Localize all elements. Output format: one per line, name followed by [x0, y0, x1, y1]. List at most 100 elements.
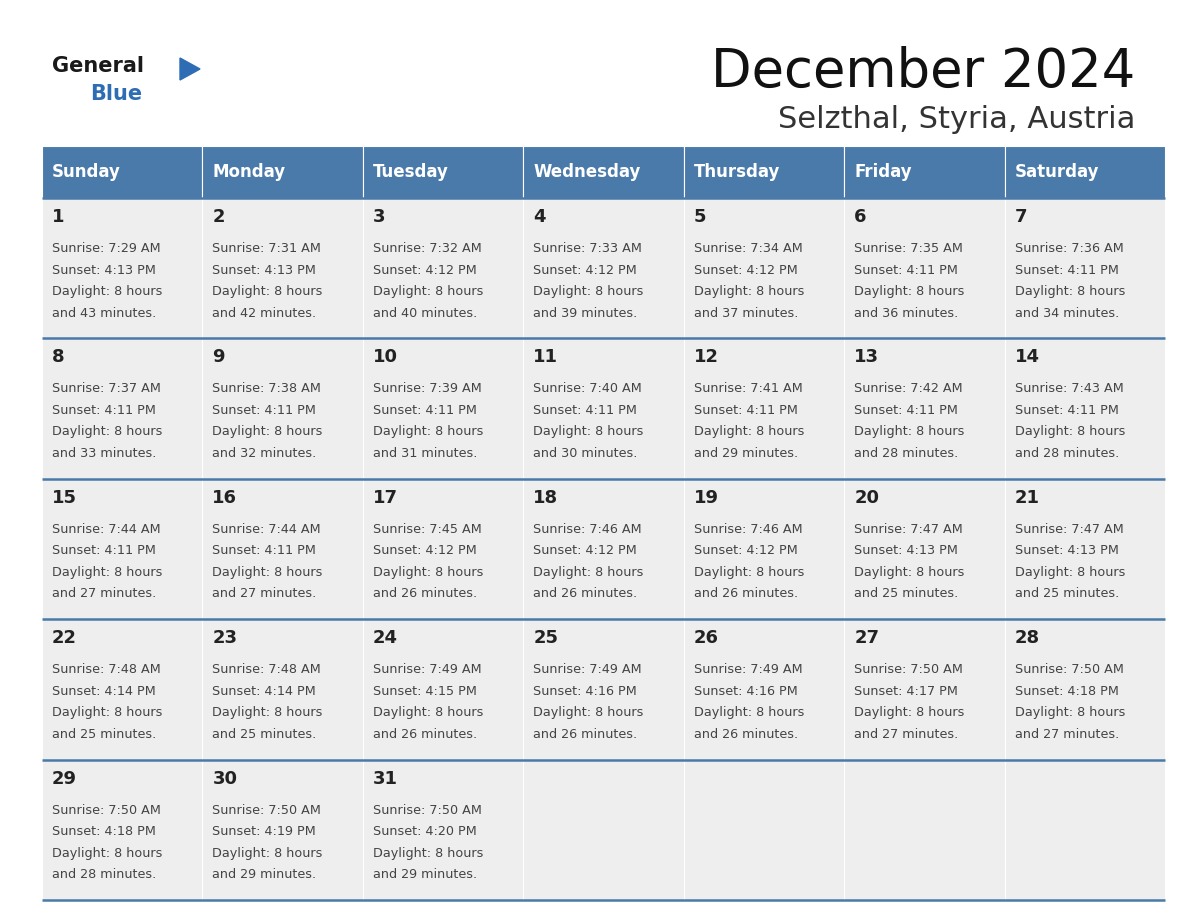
Text: and 29 minutes.: and 29 minutes. [373, 868, 478, 881]
Text: and 25 minutes.: and 25 minutes. [213, 728, 317, 741]
Text: 3: 3 [373, 208, 385, 226]
Text: Sunrise: 7:50 AM: Sunrise: 7:50 AM [1015, 663, 1124, 677]
Text: 30: 30 [213, 769, 238, 788]
Bar [42, 339, 202, 479]
Text: Sunrise: 7:40 AM: Sunrise: 7:40 AM [533, 383, 642, 396]
Bar [1005, 198, 1165, 339]
Bar [684, 146, 845, 198]
Text: Daylight: 8 hours: Daylight: 8 hours [1015, 706, 1125, 719]
Text: 18: 18 [533, 488, 558, 507]
Text: General: General [52, 56, 144, 76]
Text: and 26 minutes.: and 26 minutes. [694, 728, 798, 741]
Bar [42, 146, 202, 198]
Text: Sunset: 4:13 PM: Sunset: 4:13 PM [213, 263, 316, 276]
Text: Sunset: 4:13 PM: Sunset: 4:13 PM [52, 263, 156, 276]
Text: Sunrise: 7:37 AM: Sunrise: 7:37 AM [52, 383, 160, 396]
Text: Sunrise: 7:46 AM: Sunrise: 7:46 AM [694, 522, 802, 536]
Bar [362, 620, 523, 759]
Text: Sunset: 4:11 PM: Sunset: 4:11 PM [854, 404, 958, 417]
Text: Daylight: 8 hours: Daylight: 8 hours [213, 285, 323, 298]
Text: Sunrise: 7:31 AM: Sunrise: 7:31 AM [213, 242, 321, 255]
Bar [523, 339, 684, 479]
Text: Sunrise: 7:43 AM: Sunrise: 7:43 AM [1015, 383, 1124, 396]
Text: and 26 minutes.: and 26 minutes. [373, 588, 478, 600]
Bar [845, 146, 1005, 198]
Text: Sunset: 4:12 PM: Sunset: 4:12 PM [373, 544, 476, 557]
Text: Daylight: 8 hours: Daylight: 8 hours [213, 846, 323, 859]
Text: Daylight: 8 hours: Daylight: 8 hours [533, 565, 644, 579]
Text: Wednesday: Wednesday [533, 163, 640, 181]
Bar [202, 198, 362, 339]
Text: Sunset: 4:14 PM: Sunset: 4:14 PM [213, 685, 316, 698]
Text: Sunset: 4:13 PM: Sunset: 4:13 PM [854, 544, 958, 557]
Text: Sunrise: 7:44 AM: Sunrise: 7:44 AM [213, 522, 321, 536]
Text: Daylight: 8 hours: Daylight: 8 hours [1015, 565, 1125, 579]
Text: 19: 19 [694, 488, 719, 507]
Text: Daylight: 8 hours: Daylight: 8 hours [1015, 285, 1125, 298]
Bar [1005, 146, 1165, 198]
Text: Sunrise: 7:49 AM: Sunrise: 7:49 AM [694, 663, 802, 677]
Text: Sunrise: 7:33 AM: Sunrise: 7:33 AM [533, 242, 643, 255]
Text: Daylight: 8 hours: Daylight: 8 hours [854, 565, 965, 579]
Text: 21: 21 [1015, 488, 1040, 507]
Text: 23: 23 [213, 629, 238, 647]
Text: Sunset: 4:16 PM: Sunset: 4:16 PM [533, 685, 637, 698]
Text: 16: 16 [213, 488, 238, 507]
Text: and 25 minutes.: and 25 minutes. [52, 728, 157, 741]
Text: and 27 minutes.: and 27 minutes. [1015, 728, 1119, 741]
Bar [202, 620, 362, 759]
Text: and 29 minutes.: and 29 minutes. [213, 868, 316, 881]
Text: Daylight: 8 hours: Daylight: 8 hours [52, 425, 163, 439]
Text: 11: 11 [533, 349, 558, 366]
Text: and 27 minutes.: and 27 minutes. [213, 588, 317, 600]
Text: and 26 minutes.: and 26 minutes. [533, 588, 638, 600]
Text: Sunrise: 7:42 AM: Sunrise: 7:42 AM [854, 383, 962, 396]
Bar [523, 620, 684, 759]
Text: and 27 minutes.: and 27 minutes. [52, 588, 157, 600]
Text: Daylight: 8 hours: Daylight: 8 hours [373, 425, 484, 439]
Text: Friday: Friday [854, 163, 911, 181]
Text: and 25 minutes.: and 25 minutes. [854, 588, 959, 600]
Text: 27: 27 [854, 629, 879, 647]
Text: and 33 minutes.: and 33 minutes. [52, 447, 157, 460]
Text: Sunset: 4:11 PM: Sunset: 4:11 PM [52, 544, 156, 557]
Text: Daylight: 8 hours: Daylight: 8 hours [213, 706, 323, 719]
Text: 17: 17 [373, 488, 398, 507]
Text: Sunrise: 7:38 AM: Sunrise: 7:38 AM [213, 383, 321, 396]
Text: Sunset: 4:11 PM: Sunset: 4:11 PM [533, 404, 637, 417]
Bar [42, 759, 202, 900]
Bar [523, 198, 684, 339]
Bar [1005, 759, 1165, 900]
Bar [845, 620, 1005, 759]
Text: Sunrise: 7:39 AM: Sunrise: 7:39 AM [373, 383, 481, 396]
Bar [202, 339, 362, 479]
Text: and 40 minutes.: and 40 minutes. [373, 307, 478, 319]
Text: Thursday: Thursday [694, 163, 781, 181]
Text: Sunset: 4:12 PM: Sunset: 4:12 PM [533, 544, 637, 557]
Text: Sunrise: 7:48 AM: Sunrise: 7:48 AM [52, 663, 160, 677]
Text: Sunset: 4:11 PM: Sunset: 4:11 PM [52, 404, 156, 417]
Bar [684, 759, 845, 900]
Bar [845, 339, 1005, 479]
Bar [42, 198, 202, 339]
Text: and 29 minutes.: and 29 minutes. [694, 447, 798, 460]
Text: Sunrise: 7:50 AM: Sunrise: 7:50 AM [213, 803, 321, 817]
Text: and 28 minutes.: and 28 minutes. [52, 868, 157, 881]
Text: Sunrise: 7:47 AM: Sunrise: 7:47 AM [854, 522, 963, 536]
Text: Selzthal, Styria, Austria: Selzthal, Styria, Austria [778, 105, 1135, 134]
Text: Daylight: 8 hours: Daylight: 8 hours [694, 425, 804, 439]
Text: 14: 14 [1015, 349, 1040, 366]
Text: Sunrise: 7:49 AM: Sunrise: 7:49 AM [533, 663, 642, 677]
Bar [362, 146, 523, 198]
Text: Sunrise: 7:46 AM: Sunrise: 7:46 AM [533, 522, 642, 536]
Text: Sunrise: 7:50 AM: Sunrise: 7:50 AM [854, 663, 963, 677]
Bar [684, 479, 845, 620]
Text: 13: 13 [854, 349, 879, 366]
Text: Daylight: 8 hours: Daylight: 8 hours [52, 706, 163, 719]
Text: Sunday: Sunday [52, 163, 121, 181]
Text: Daylight: 8 hours: Daylight: 8 hours [694, 565, 804, 579]
Bar [42, 620, 202, 759]
Text: 28: 28 [1015, 629, 1040, 647]
Text: and 43 minutes.: and 43 minutes. [52, 307, 157, 319]
Bar [684, 198, 845, 339]
